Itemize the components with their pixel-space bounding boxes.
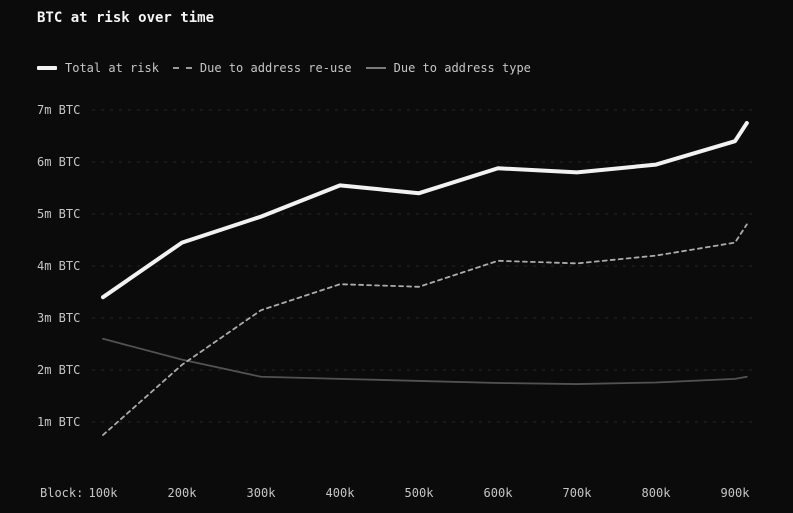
legend-label: Total at risk: [65, 61, 159, 75]
series-total-at-risk: [101, 121, 749, 300]
x-axis-label: 700k: [563, 486, 593, 500]
chart-title: BTC at risk over time: [37, 10, 215, 26]
x-axis-label: 500k: [405, 486, 435, 500]
legend-label: Due to address type: [393, 61, 531, 75]
y-axis-label: 4m BTC: [37, 259, 80, 273]
y-axis-label: 2m BTC: [37, 363, 80, 377]
dashed-line-swatch-icon: [172, 67, 192, 69]
x-axis-label: 200k: [168, 486, 198, 500]
y-axis-label: 5m BTC: [37, 207, 80, 221]
y-axis-label: 7m BTC: [37, 103, 80, 117]
legend-item-total-at-risk: Total at risk: [37, 61, 159, 75]
thick-line-swatch-icon: [37, 66, 57, 70]
x-axis-label: 400k: [326, 486, 356, 500]
y-axis-label: 1m BTC: [37, 415, 80, 429]
y-axis-label: 3m BTC: [37, 311, 80, 325]
x-axis-label: 900k: [721, 486, 751, 500]
legend-item-address-re-use: Due to address re-use: [172, 61, 352, 75]
x-axis-label: 100k: [89, 486, 119, 500]
series-due-to-address-re-use: [102, 223, 748, 436]
x-axis-label: 600k: [484, 486, 514, 500]
series-due-to-address-type: [102, 337, 748, 385]
legend-item-address-type: Due to address type: [365, 61, 531, 75]
legend: Total at risk Due to address re-use Due …: [37, 60, 531, 76]
thin-line-swatch-icon: [365, 67, 386, 69]
x-axis-label: 800k: [642, 486, 672, 500]
y-axis-label: 6m BTC: [37, 155, 80, 169]
x-axis-prefix-label: Block:: [40, 486, 83, 500]
x-axis-label: 300k: [247, 486, 277, 500]
legend-label: Due to address re-use: [199, 61, 352, 75]
